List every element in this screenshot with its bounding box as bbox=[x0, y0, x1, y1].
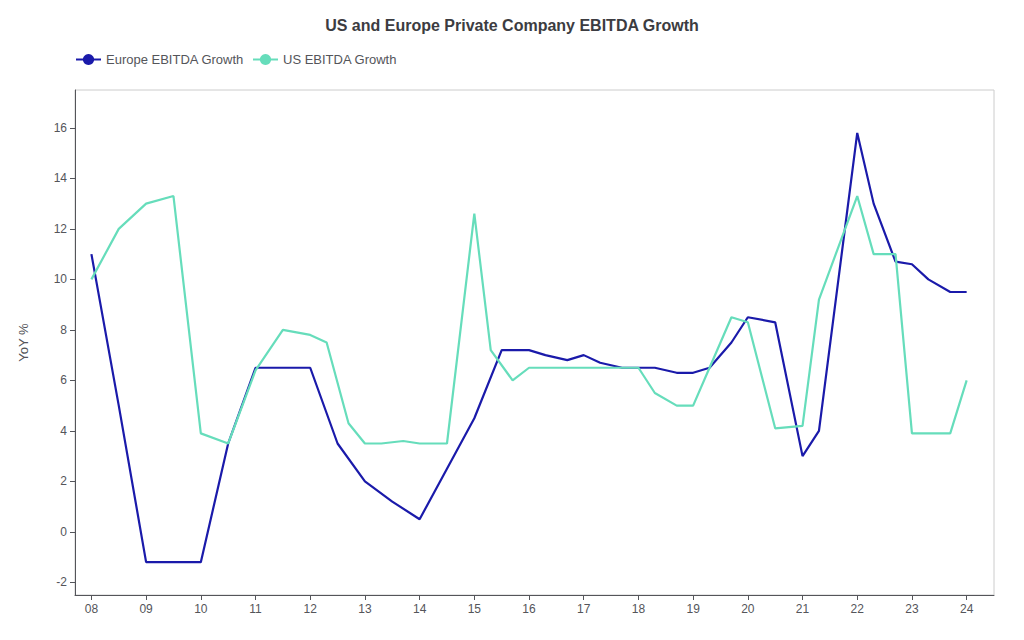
svg-text:16: 16 bbox=[54, 121, 68, 135]
svg-text:18: 18 bbox=[632, 602, 646, 616]
svg-text:10: 10 bbox=[194, 602, 208, 616]
svg-text:6: 6 bbox=[60, 373, 67, 387]
svg-text:14: 14 bbox=[54, 171, 68, 185]
svg-text:10: 10 bbox=[54, 272, 68, 286]
svg-text:20: 20 bbox=[741, 602, 755, 616]
svg-text:08: 08 bbox=[85, 602, 99, 616]
svg-text:0: 0 bbox=[60, 525, 67, 539]
svg-text:24: 24 bbox=[960, 602, 974, 616]
svg-text:23: 23 bbox=[905, 602, 919, 616]
svg-text:15: 15 bbox=[468, 602, 482, 616]
svg-text:19: 19 bbox=[686, 602, 700, 616]
svg-text:Europe EBITDA Growth: Europe EBITDA Growth bbox=[106, 52, 243, 67]
svg-text:16: 16 bbox=[522, 602, 536, 616]
svg-text:14: 14 bbox=[413, 602, 427, 616]
svg-text:09: 09 bbox=[139, 602, 153, 616]
svg-text:13: 13 bbox=[358, 602, 372, 616]
svg-text:11: 11 bbox=[249, 602, 262, 616]
svg-text:17: 17 bbox=[577, 602, 591, 616]
svg-text:4: 4 bbox=[60, 424, 67, 438]
svg-text:22: 22 bbox=[851, 602, 865, 616]
svg-text:12: 12 bbox=[304, 602, 318, 616]
svg-text:2: 2 bbox=[60, 474, 67, 488]
svg-text:-2: -2 bbox=[56, 575, 67, 589]
svg-text:12: 12 bbox=[54, 222, 68, 236]
svg-text:US and Europe Private Company: US and Europe Private Company EBITDA Gro… bbox=[325, 17, 699, 34]
svg-text:YoY %: YoY % bbox=[16, 323, 31, 362]
svg-text:8: 8 bbox=[60, 323, 67, 337]
svg-text:US EBITDA Growth: US EBITDA Growth bbox=[283, 52, 396, 67]
svg-text:21: 21 bbox=[796, 602, 810, 616]
